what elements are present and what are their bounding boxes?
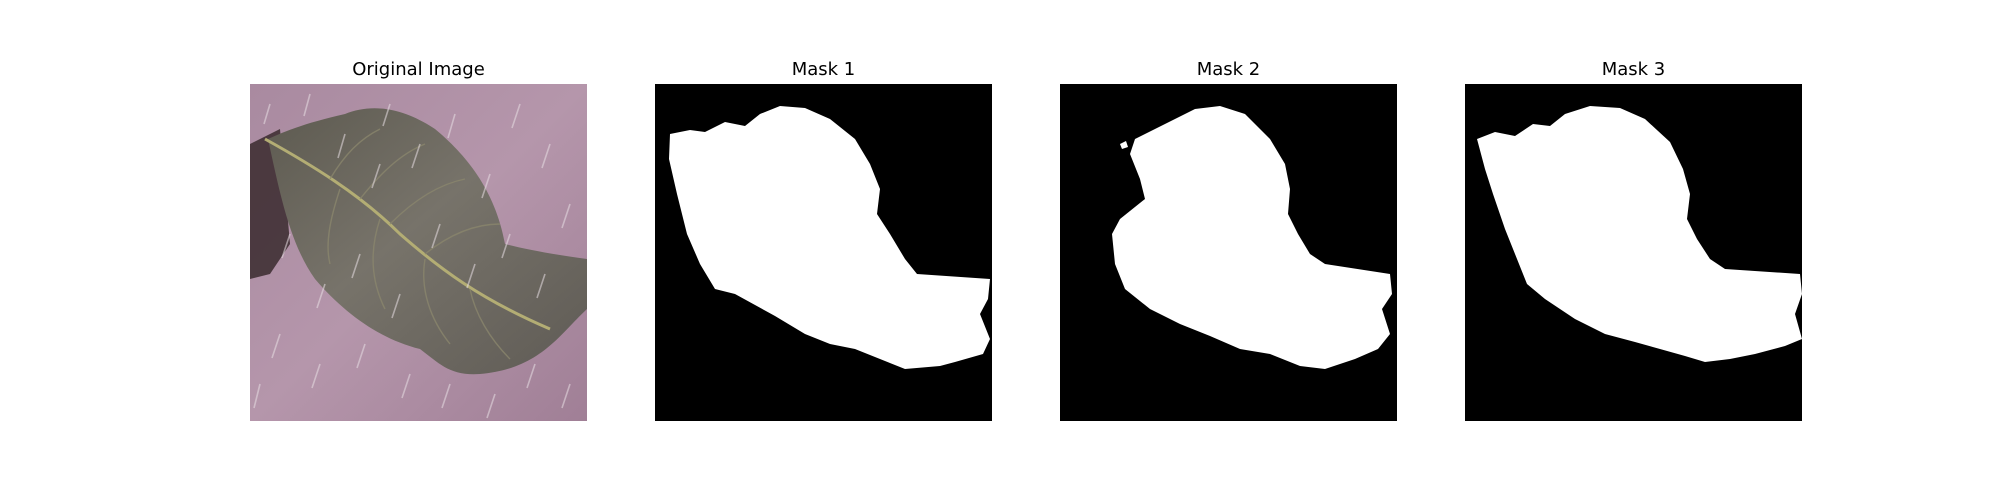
mask-1-image — [655, 84, 992, 421]
mask-3-image — [1465, 84, 1802, 421]
mask-3-region — [1477, 106, 1802, 362]
leaf-veins — [327, 128, 511, 360]
leaf-midrib — [264, 137, 551, 331]
mask-1-region — [669, 106, 990, 369]
mask-2-region — [1112, 106, 1392, 369]
panel-title-mask-2: Mask 2 — [1196, 59, 1261, 80]
mask-3-speck — [1530, 168, 1537, 174]
panel-title-mask-1: Mask 1 — [791, 59, 856, 80]
panel-title-original: Original Image — [352, 59, 485, 80]
mask-2-image — [1060, 84, 1397, 421]
mask-2-speck — [1120, 141, 1128, 149]
panel-title-mask-3: Mask 3 — [1601, 59, 1666, 80]
rain-streaks — [253, 93, 571, 419]
original-image — [250, 84, 587, 421]
